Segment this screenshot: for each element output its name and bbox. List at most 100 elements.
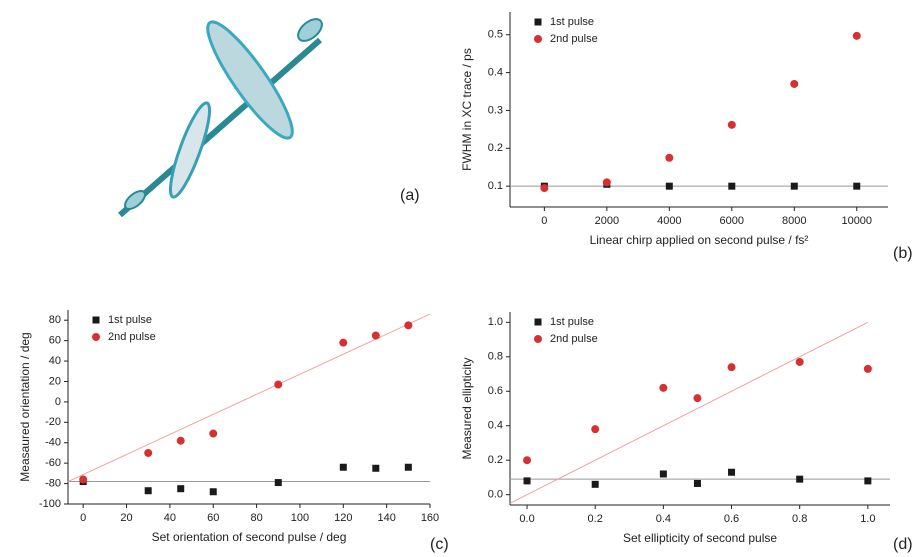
marker <box>339 339 347 347</box>
x-tick-label: 0.4 <box>656 513 671 525</box>
y-tick-label: 80 <box>49 314 61 326</box>
marker <box>791 183 798 190</box>
marker <box>659 384 667 392</box>
marker <box>275 479 282 486</box>
panel-label: (a) <box>400 187 420 204</box>
marker <box>728 469 735 476</box>
y-axis-label: Measaured orientation / deg <box>18 332 32 481</box>
y-tick-label: 0 <box>55 396 61 408</box>
marker <box>145 487 152 494</box>
legend-marker <box>92 333 100 341</box>
x-tick-label: 0.2 <box>588 513 603 525</box>
y-tick-label: 0.4 <box>488 420 503 432</box>
legend-label: 2nd pulse <box>550 333 598 345</box>
marker <box>540 184 548 192</box>
marker <box>864 477 871 484</box>
marker <box>177 437 185 445</box>
panel-label: (c) <box>430 536 449 553</box>
x-tick-label: 8000 <box>782 215 806 227</box>
y-tick-label: -20 <box>45 416 61 428</box>
lobe <box>294 15 326 45</box>
y-tick-label: 0.0 <box>488 489 503 501</box>
legend-marker <box>535 19 542 26</box>
legend-marker <box>93 317 100 324</box>
lobe <box>197 13 304 146</box>
y-tick-label: 0.8 <box>488 351 503 363</box>
legend-marker <box>534 35 542 43</box>
y-tick-label: 0.6 <box>488 385 503 397</box>
marker <box>372 332 380 340</box>
x-axis-label: Linear chirp applied on second pulse / f… <box>590 233 809 247</box>
x-tick-label: 2000 <box>595 215 619 227</box>
marker <box>853 183 860 190</box>
y-tick-label: 0.2 <box>488 454 503 466</box>
y-tick-label: 40 <box>49 355 61 367</box>
x-tick-label: 6000 <box>720 215 744 227</box>
lobe <box>164 100 217 201</box>
y-tick-label: 0.1 <box>488 180 503 192</box>
page: (a) (b) (c) (d) 02000400060008000100000.… <box>0 0 918 557</box>
y-tick-label: -60 <box>45 457 61 469</box>
legend-label: 1st pulse <box>550 316 594 328</box>
x-tick-label: 60 <box>207 512 219 524</box>
marker <box>853 32 861 40</box>
y-tick-label: -80 <box>45 477 61 489</box>
x-axis-label: Set orientation of second pulse / deg <box>152 530 347 544</box>
marker <box>340 464 347 471</box>
y-tick-label: 20 <box>49 375 61 387</box>
x-tick-label: 160 <box>421 512 439 524</box>
x-tick-label: 0.0 <box>519 513 534 525</box>
y-tick-label: 0.4 <box>488 66 503 78</box>
x-tick-label: 10000 <box>841 215 872 227</box>
marker <box>796 358 804 366</box>
y-tick-label: 0.5 <box>488 29 503 41</box>
marker <box>864 365 872 373</box>
y-tick-label: -40 <box>45 437 61 449</box>
x-tick-label: 20 <box>120 512 132 524</box>
x-tick-label: 0.6 <box>724 513 739 525</box>
marker <box>694 480 701 487</box>
y-tick-label: 0.2 <box>488 142 503 154</box>
marker <box>728 121 736 129</box>
x-tick-label: 0 <box>541 215 547 227</box>
legend-marker <box>535 319 542 326</box>
x-tick-label: 140 <box>377 512 395 524</box>
marker <box>728 363 736 371</box>
y-axis-label: FWHM in XC trace / ps <box>460 48 474 171</box>
marker <box>728 183 735 190</box>
marker <box>177 485 184 492</box>
x-tick-label: 1.0 <box>860 513 875 525</box>
figure: (a) (b) (c) (d) 02000400060008000100000.… <box>0 0 918 557</box>
legend-label: 2nd pulse <box>108 331 156 343</box>
x-tick-label: 100 <box>291 512 309 524</box>
x-tick-label: 0 <box>80 512 86 524</box>
marker <box>274 381 282 389</box>
y-tick-label: 0.3 <box>488 104 503 116</box>
panel-label: (d) <box>893 536 913 553</box>
y-tick-label: -100 <box>39 498 61 510</box>
marker <box>603 178 611 186</box>
marker <box>210 488 217 495</box>
legend-marker <box>534 335 542 343</box>
molecule-illustration <box>120 13 326 215</box>
marker <box>660 470 667 477</box>
marker <box>404 321 412 329</box>
marker <box>790 80 798 88</box>
marker <box>405 464 412 471</box>
y-axis-label: Measured ellipticity <box>460 357 474 459</box>
reference-line <box>510 322 868 503</box>
marker <box>665 154 673 162</box>
x-tick-label: 0.8 <box>792 513 807 525</box>
legend-label: 1st pulse <box>550 16 594 28</box>
legend-label: 1st pulse <box>108 314 152 326</box>
x-tick-label: 40 <box>164 512 176 524</box>
y-tick-label: 1.0 <box>488 316 503 328</box>
legend-label: 2nd pulse <box>550 33 598 45</box>
marker <box>144 449 152 457</box>
marker <box>79 475 87 483</box>
x-tick-label: 4000 <box>657 215 681 227</box>
marker <box>591 425 599 433</box>
x-tick-label: 80 <box>250 512 262 524</box>
marker <box>372 465 379 472</box>
marker <box>592 481 599 488</box>
